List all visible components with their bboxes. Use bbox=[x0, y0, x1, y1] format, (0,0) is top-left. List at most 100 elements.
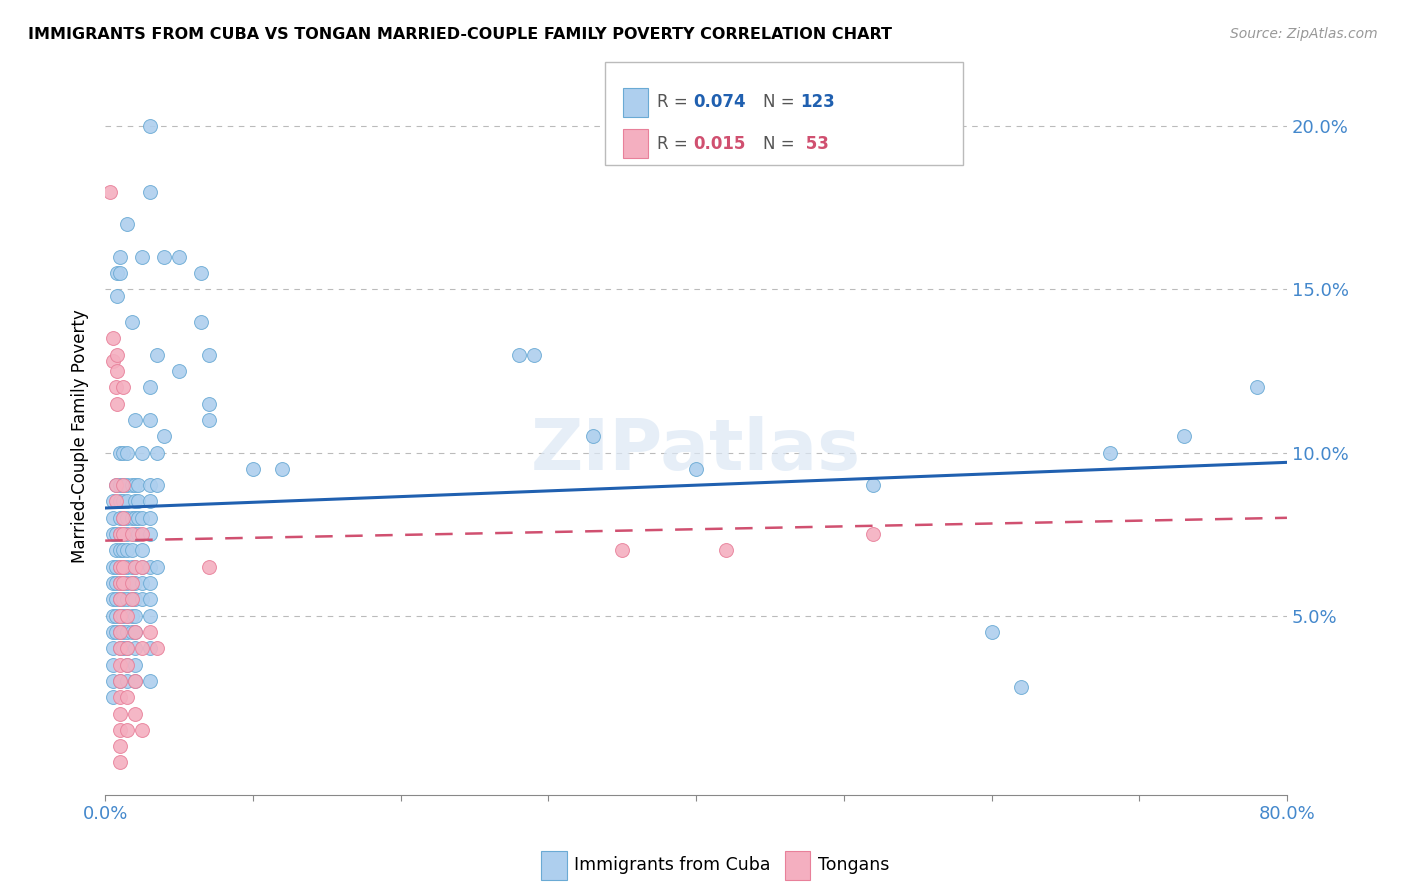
Point bbox=[127, 494, 149, 508]
Point bbox=[138, 673, 160, 688]
Point bbox=[124, 592, 146, 607]
Point bbox=[131, 723, 153, 737]
Point bbox=[111, 543, 134, 558]
Point bbox=[131, 445, 153, 459]
Point bbox=[121, 624, 143, 639]
Point bbox=[104, 543, 127, 558]
Point bbox=[124, 706, 146, 721]
Point bbox=[146, 478, 169, 492]
Point bbox=[111, 559, 134, 574]
Point bbox=[104, 559, 127, 574]
Point bbox=[508, 348, 530, 362]
Point bbox=[104, 576, 127, 591]
Point bbox=[117, 559, 139, 574]
Point bbox=[153, 429, 176, 443]
Point bbox=[131, 592, 153, 607]
Point bbox=[101, 673, 124, 688]
Point bbox=[104, 527, 127, 541]
Point bbox=[862, 478, 884, 492]
Point bbox=[124, 494, 146, 508]
Point bbox=[117, 641, 139, 656]
Text: Immigrants from Cuba: Immigrants from Cuba bbox=[574, 856, 770, 874]
Point bbox=[124, 624, 146, 639]
Point bbox=[108, 723, 131, 737]
Point bbox=[117, 217, 139, 231]
Point bbox=[108, 756, 131, 770]
Point bbox=[121, 608, 143, 623]
Point bbox=[101, 510, 124, 524]
Point bbox=[146, 641, 169, 656]
Point bbox=[127, 510, 149, 524]
Point bbox=[124, 641, 146, 656]
Point bbox=[111, 527, 134, 541]
Text: 0.015: 0.015 bbox=[693, 135, 745, 153]
Point bbox=[146, 445, 169, 459]
Point bbox=[124, 608, 146, 623]
Point bbox=[138, 608, 160, 623]
Point bbox=[117, 592, 139, 607]
Point bbox=[127, 527, 149, 541]
Point bbox=[138, 641, 160, 656]
Text: R =: R = bbox=[657, 94, 693, 112]
Point bbox=[1098, 445, 1121, 459]
Point bbox=[138, 185, 160, 199]
Point bbox=[862, 527, 884, 541]
Point bbox=[101, 331, 124, 345]
Point bbox=[105, 397, 128, 411]
Point bbox=[101, 527, 124, 541]
Point bbox=[111, 527, 134, 541]
Point bbox=[111, 510, 134, 524]
Point bbox=[1010, 681, 1032, 695]
Point bbox=[117, 690, 139, 705]
Point bbox=[197, 559, 219, 574]
Point bbox=[108, 706, 131, 721]
Text: ZIPatlas: ZIPatlas bbox=[531, 416, 860, 485]
Point bbox=[101, 592, 124, 607]
Point bbox=[131, 527, 153, 541]
Point bbox=[138, 380, 160, 394]
Text: 0.074: 0.074 bbox=[693, 94, 745, 112]
Point bbox=[105, 348, 128, 362]
Point bbox=[980, 624, 1002, 639]
Point bbox=[124, 527, 146, 541]
Point bbox=[108, 657, 131, 672]
Point bbox=[124, 559, 146, 574]
Point bbox=[111, 478, 134, 492]
Point bbox=[131, 559, 153, 574]
Point bbox=[108, 510, 131, 524]
Point bbox=[104, 608, 127, 623]
Point bbox=[138, 559, 160, 574]
Point bbox=[108, 559, 131, 574]
Point bbox=[111, 445, 134, 459]
Point bbox=[111, 641, 134, 656]
Point bbox=[121, 576, 143, 591]
Point bbox=[108, 559, 131, 574]
Point bbox=[138, 527, 160, 541]
Point bbox=[105, 364, 128, 378]
Point bbox=[117, 510, 139, 524]
Point bbox=[108, 608, 131, 623]
Point bbox=[146, 348, 169, 362]
Point bbox=[131, 576, 153, 591]
Point bbox=[197, 413, 219, 427]
Point bbox=[108, 250, 131, 264]
Point bbox=[108, 739, 131, 753]
Point bbox=[685, 462, 707, 476]
Text: IMMIGRANTS FROM CUBA VS TONGAN MARRIED-COUPLE FAMILY POVERTY CORRELATION CHART: IMMIGRANTS FROM CUBA VS TONGAN MARRIED-C… bbox=[28, 27, 893, 42]
Point bbox=[117, 673, 139, 688]
Point bbox=[121, 510, 143, 524]
Point bbox=[104, 624, 127, 639]
Point bbox=[138, 510, 160, 524]
Point bbox=[108, 673, 131, 688]
Point bbox=[124, 673, 146, 688]
Point bbox=[101, 576, 124, 591]
Point bbox=[138, 413, 160, 427]
Point bbox=[111, 576, 134, 591]
Point bbox=[111, 624, 134, 639]
Point bbox=[138, 494, 160, 508]
Point bbox=[121, 592, 143, 607]
Point bbox=[108, 624, 131, 639]
Point bbox=[190, 266, 212, 280]
Point bbox=[271, 462, 294, 476]
Point bbox=[124, 624, 146, 639]
